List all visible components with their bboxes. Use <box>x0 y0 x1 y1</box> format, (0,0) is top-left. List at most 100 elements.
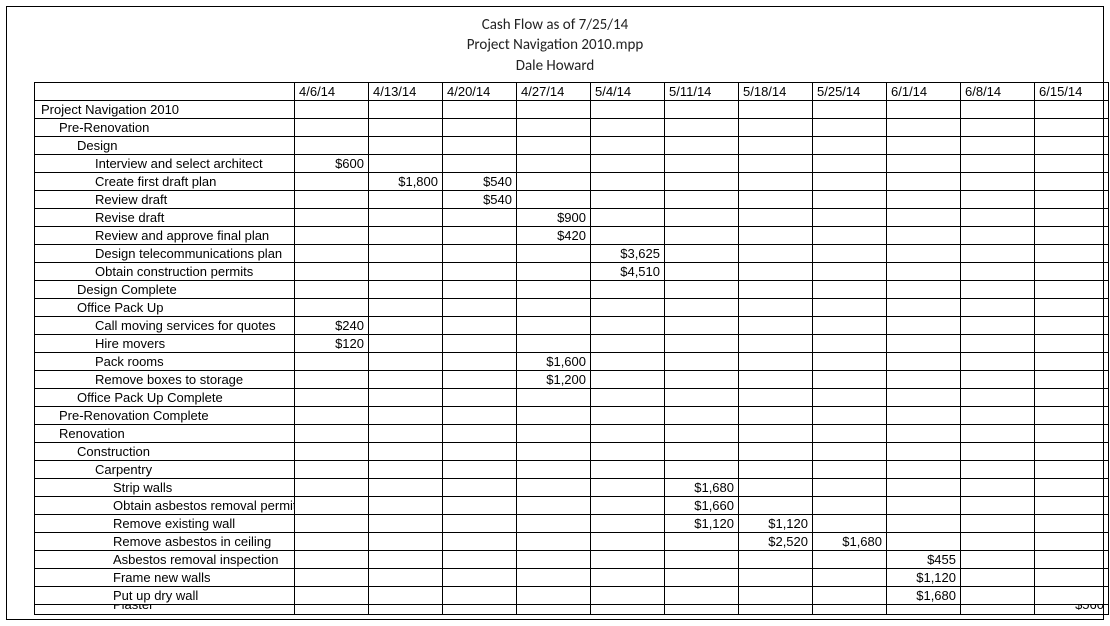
value-cell <box>517 316 591 334</box>
value-cell: $1,120 <box>739 514 813 532</box>
value-cell <box>369 460 443 478</box>
value-cell <box>739 406 813 424</box>
value-cell <box>1035 586 1109 604</box>
value-cell: $455 <box>887 550 961 568</box>
value-cell <box>443 208 517 226</box>
value-cell <box>369 586 443 604</box>
value-cell <box>887 496 961 514</box>
value-cell <box>295 604 369 614</box>
value-cell <box>591 172 665 190</box>
value-cell <box>295 460 369 478</box>
value-cell <box>739 334 813 352</box>
value-cell <box>443 478 517 496</box>
value-cell: $1,800 <box>369 172 443 190</box>
date-col-header: 6/8/14 <box>961 82 1035 100</box>
value-cell <box>887 280 961 298</box>
value-cell <box>739 388 813 406</box>
value-cell <box>739 550 813 568</box>
value-cell <box>369 532 443 550</box>
task-label: Plaster <box>35 604 295 614</box>
value-cell <box>1035 262 1109 280</box>
value-cell <box>517 478 591 496</box>
task-label: Put up dry wall <box>35 586 295 604</box>
value-cell <box>443 298 517 316</box>
value-cell <box>813 388 887 406</box>
task-label: Office Pack Up Complete <box>35 388 295 406</box>
value-cell <box>961 352 1035 370</box>
value-cell <box>739 262 813 280</box>
value-cell <box>369 406 443 424</box>
value-cell <box>887 352 961 370</box>
value-cell <box>813 514 887 532</box>
value-cell <box>443 424 517 442</box>
value-cell <box>887 460 961 478</box>
value-cell <box>1035 568 1109 586</box>
value-cell <box>443 154 517 172</box>
value-cell <box>813 154 887 172</box>
value-cell <box>443 100 517 118</box>
value-cell <box>295 226 369 244</box>
table-row: Remove existing wall$1,120$1,120 <box>35 514 1109 532</box>
value-cell <box>665 460 739 478</box>
table-row: Design Complete <box>35 280 1109 298</box>
table-header-row: 4/6/14 4/13/14 4/20/14 4/27/14 5/4/14 5/… <box>35 82 1109 100</box>
table-row: Review draft$540 <box>35 190 1109 208</box>
value-cell <box>739 370 813 388</box>
task-label: Obtain construction permits <box>35 262 295 280</box>
value-cell <box>961 388 1035 406</box>
date-col-header: 6/15/14 <box>1035 82 1109 100</box>
value-cell <box>1035 532 1109 550</box>
value-cell <box>1035 352 1109 370</box>
value-cell <box>591 424 665 442</box>
value-cell <box>591 406 665 424</box>
cashflow-table: 4/6/14 4/13/14 4/20/14 4/27/14 5/4/14 5/… <box>34 82 1109 615</box>
table-row: Pre-Renovation Complete <box>35 406 1109 424</box>
value-cell <box>295 100 369 118</box>
header-line-2: Project Navigation 2010.mpp <box>7 35 1103 55</box>
value-cell: $4,510 <box>591 262 665 280</box>
date-col-header: 5/11/14 <box>665 82 739 100</box>
value-cell <box>887 208 961 226</box>
date-col-header: 4/20/14 <box>443 82 517 100</box>
value-cell <box>1035 226 1109 244</box>
value-cell <box>739 298 813 316</box>
value-cell <box>961 190 1035 208</box>
value-cell <box>887 262 961 280</box>
value-cell <box>739 244 813 262</box>
value-cell <box>887 118 961 136</box>
value-cell <box>591 532 665 550</box>
table-row: Call moving services for quotes$240 <box>35 316 1109 334</box>
value-cell: $2,520 <box>739 532 813 550</box>
value-cell <box>665 172 739 190</box>
value-cell <box>443 262 517 280</box>
value-cell <box>443 388 517 406</box>
task-label: Project Navigation 2010 <box>35 100 295 118</box>
value-cell <box>961 532 1035 550</box>
value-cell <box>1035 190 1109 208</box>
value-cell <box>961 568 1035 586</box>
value-cell <box>443 118 517 136</box>
value-cell <box>517 280 591 298</box>
value-cell <box>369 424 443 442</box>
value-cell <box>961 370 1035 388</box>
value-cell <box>961 100 1035 118</box>
value-cell <box>665 406 739 424</box>
task-label: Asbestos removal inspection <box>35 550 295 568</box>
table-row: Plaster $560 <box>35 604 1109 614</box>
value-cell: $1,120 <box>887 568 961 586</box>
value-cell: $1,600 <box>517 352 591 370</box>
value-cell <box>295 136 369 154</box>
value-cell: $560 <box>1035 604 1109 614</box>
task-label: Review and approve final plan <box>35 226 295 244</box>
value-cell <box>443 496 517 514</box>
value-cell <box>295 118 369 136</box>
value-cell <box>295 190 369 208</box>
value-cell <box>295 550 369 568</box>
value-cell <box>295 352 369 370</box>
value-cell <box>369 208 443 226</box>
date-col-header: 5/25/14 <box>813 82 887 100</box>
value-cell <box>961 442 1035 460</box>
value-cell <box>1035 334 1109 352</box>
value-cell <box>369 334 443 352</box>
report-frame: Cash Flow as of 7/25/14 Project Navigati… <box>6 6 1104 620</box>
